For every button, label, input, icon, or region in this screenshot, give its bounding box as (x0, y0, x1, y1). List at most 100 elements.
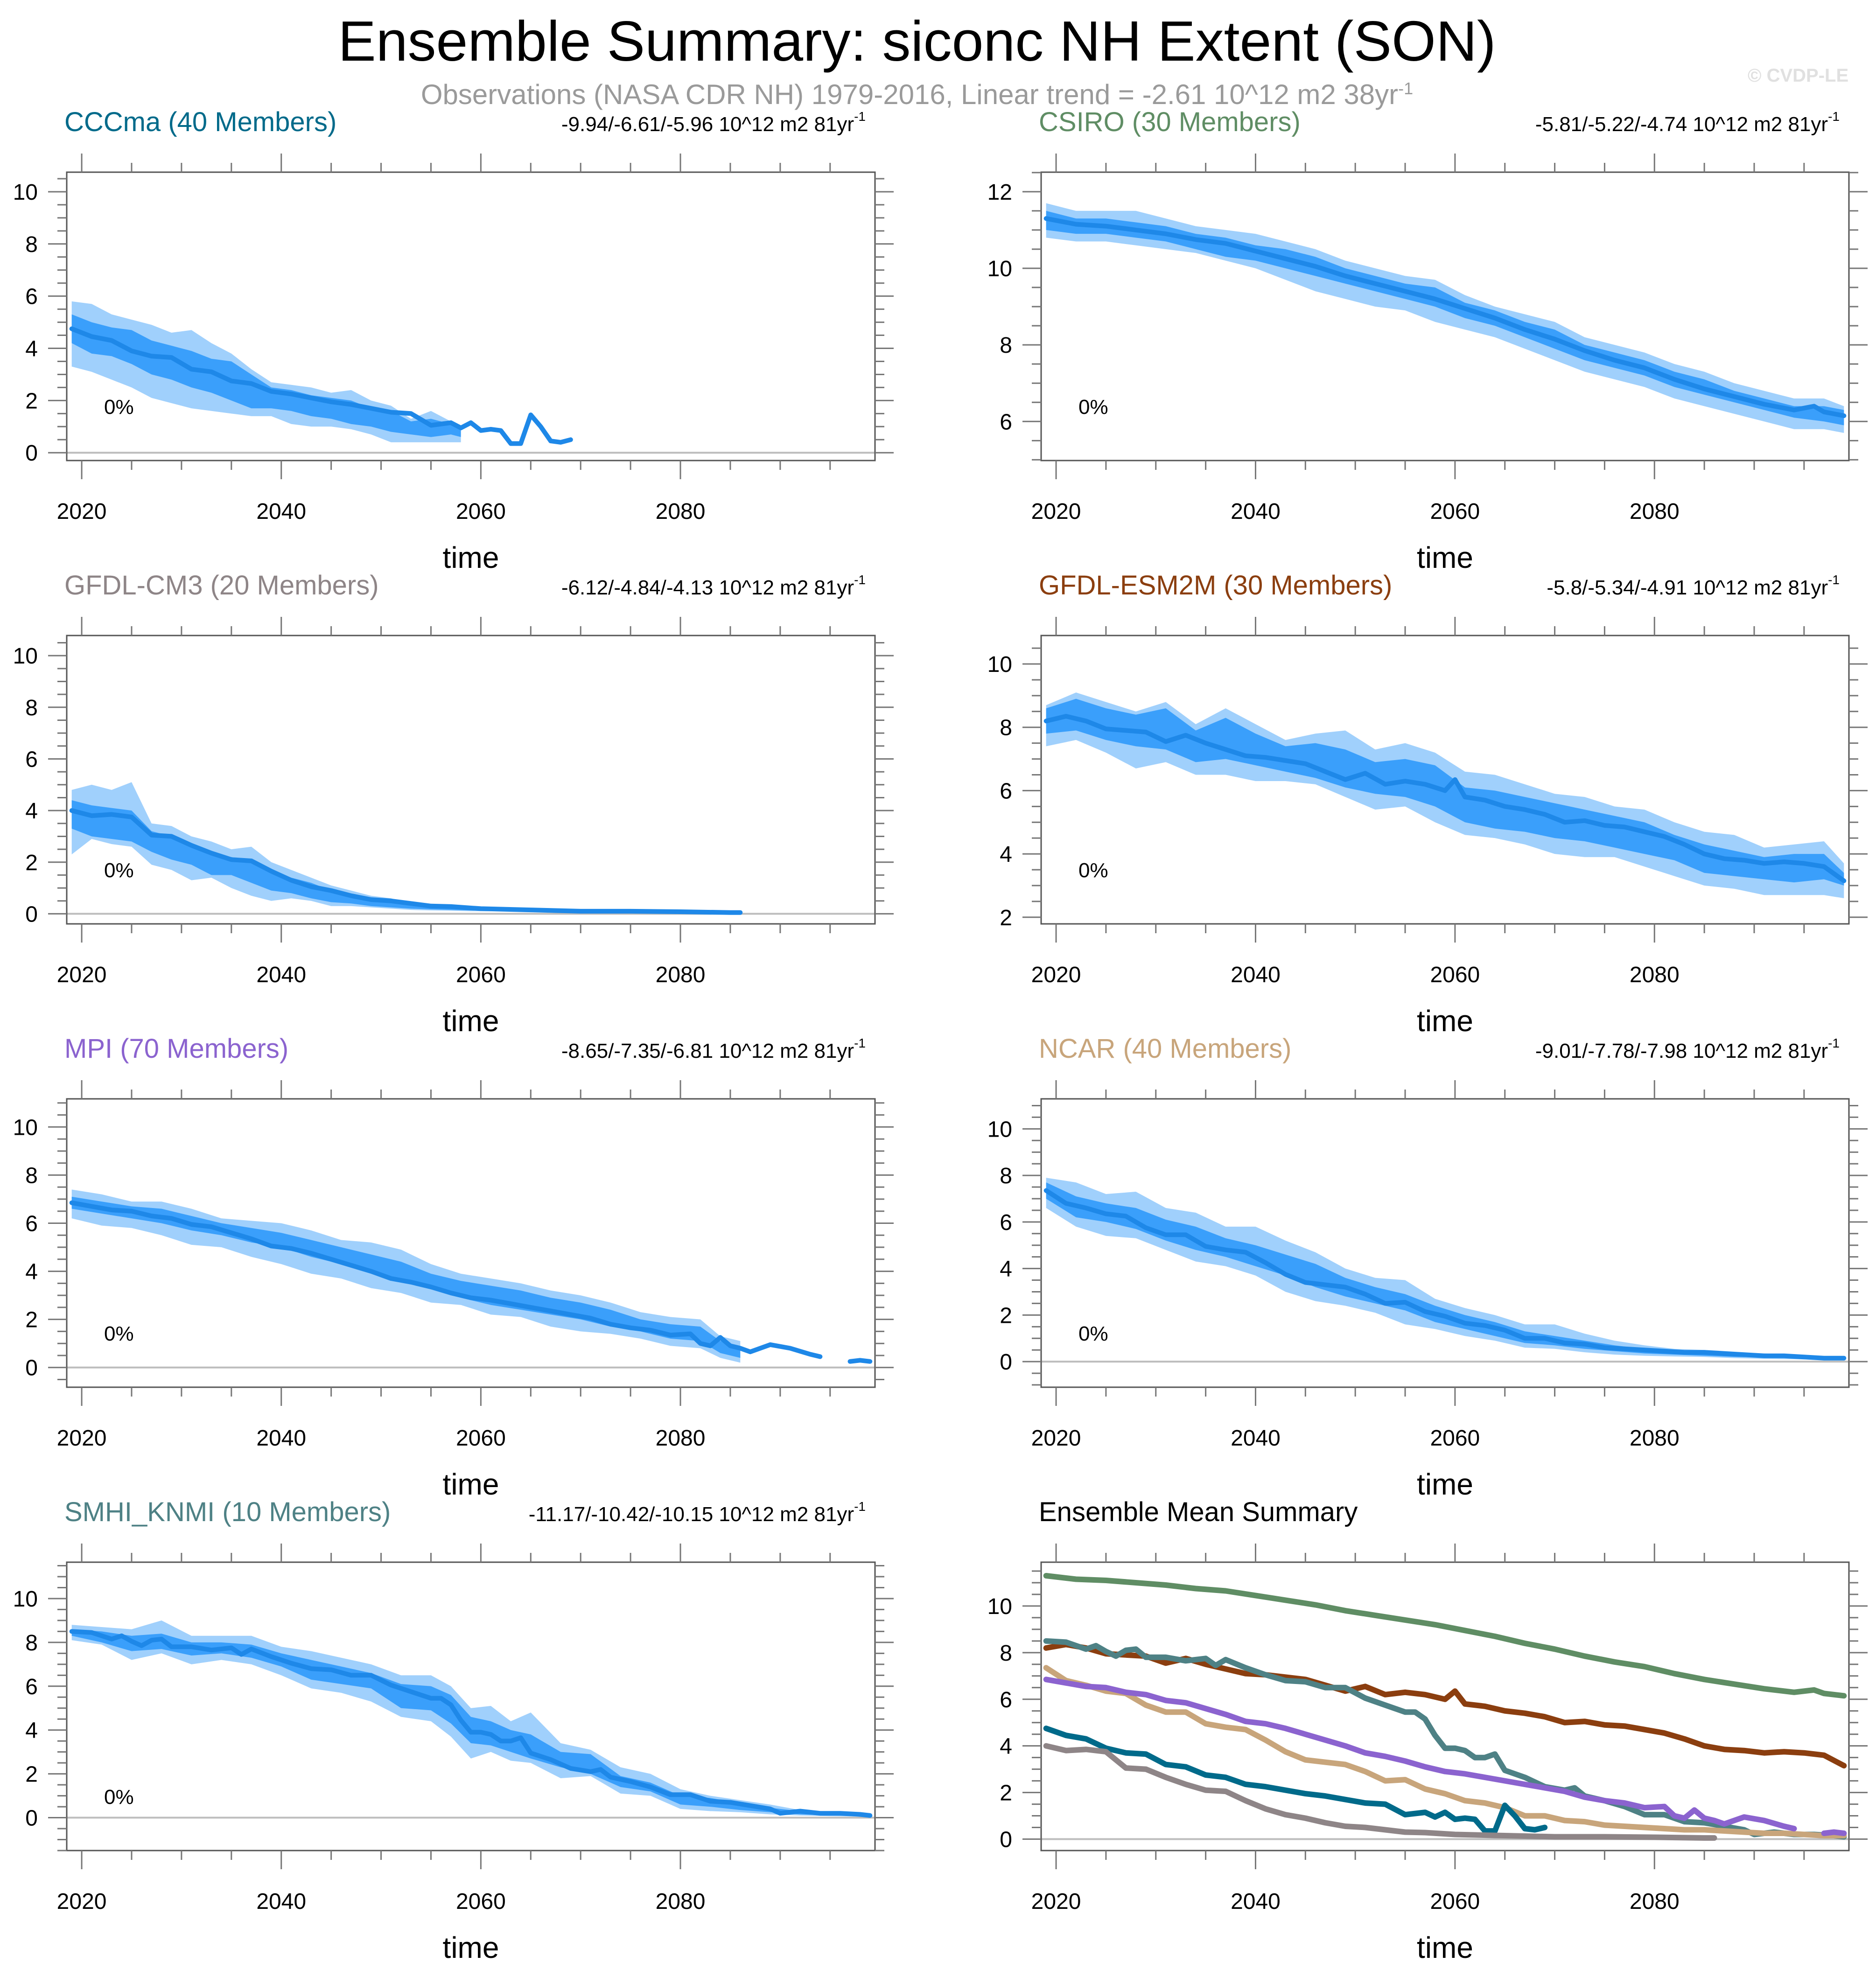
y-tick-label: 6 (25, 285, 38, 309)
ensemble-mean-line (1043, 714, 1847, 883)
y-tick-label: 4 (1000, 1734, 1012, 1759)
plot-frame (66, 1561, 876, 1851)
trend-superscript: -1 (854, 109, 866, 124)
y-tick-label: 6 (1000, 779, 1012, 803)
panel-trend: -5.81/-5.22/-4.74 10^12 m2 81yr-1 (1535, 109, 1840, 136)
figure-title: Ensemble Summary: siconc NH Extent (SON) (338, 9, 1496, 73)
x-tick-label: 2060 (1430, 1889, 1480, 1914)
panel-trend: -9.94/-6.61/-5.96 10^12 m2 81yr-1 (561, 109, 866, 136)
x-tick-label: 2080 (656, 963, 706, 987)
x-axis-label: time (1417, 541, 1473, 574)
y-tick-label: 4 (1000, 1257, 1012, 1282)
trend-value: -9.94/-6.61/-5.96 10^12 m2 81yr (561, 113, 854, 136)
inner-spread-band (71, 1629, 870, 1816)
x-tick-label: 2060 (1430, 963, 1480, 987)
y-tick-label: 2 (1000, 1303, 1012, 1328)
trend-value: -9.01/-7.78/-7.98 10^12 m2 81yr (1535, 1040, 1828, 1062)
x-axis-label: time (1417, 1004, 1473, 1038)
x-tick-label: 2020 (57, 1426, 107, 1451)
x-axis-label: time (443, 1467, 499, 1501)
y-tick-label: 2 (25, 851, 38, 875)
x-tick-label: 2060 (456, 963, 506, 987)
x-tick-label: 2040 (256, 499, 306, 524)
x-tick-label: 2020 (57, 1889, 107, 1914)
trend-superscript: -1 (854, 1036, 866, 1050)
y-tick-label: 8 (1000, 1164, 1012, 1188)
y-tick-label: 8 (1000, 716, 1012, 741)
x-tick-label: 2080 (656, 1889, 706, 1914)
percent-annotation: 0% (1078, 1322, 1108, 1345)
inner-spread-band (1046, 210, 1844, 426)
subtitle-superscript: -1 (1398, 79, 1414, 98)
y-tick-label: 4 (25, 799, 38, 824)
plot-frame (66, 171, 876, 461)
panel-title: SMHI_KNMI (10 Members) (64, 1497, 391, 1527)
x-tick-label: 2040 (256, 963, 306, 987)
x-tick-label: 2040 (1231, 1426, 1281, 1451)
ensemble-mean-line (69, 1629, 873, 1818)
percent-annotation: 0% (104, 1322, 134, 1345)
x-tick-label: 2060 (456, 1426, 506, 1451)
y-tick-label: 10 (987, 257, 1012, 281)
x-tick-label: 2060 (1430, 499, 1480, 524)
y-tick-label: 2 (25, 1308, 38, 1333)
plot-frame (66, 1098, 876, 1388)
panel-csiro: CSIRO (30 Members) -5.81/-5.22/-4.74 10^1… (987, 107, 1868, 574)
y-tick-label: 10 (987, 1594, 1012, 1619)
y-tick-label: 4 (1000, 842, 1012, 867)
ensemble-mean-line (69, 1200, 823, 1359)
trend-superscript: -1 (854, 573, 866, 587)
trend-value: -11.17/-10.42/-10.15 10^12 m2 81yr (529, 1503, 854, 1526)
trend-superscript: -1 (1828, 1036, 1840, 1050)
panel-title: GFDL-ESM2M (30 Members) (1039, 570, 1392, 601)
y-tick-label: 6 (1000, 410, 1012, 434)
x-tick-label: 2020 (57, 963, 107, 987)
trend-superscript: -1 (854, 1499, 866, 1514)
panel-trend: -8.65/-7.35/-6.81 10^12 m2 81yr-1 (561, 1036, 866, 1062)
plot-frame (66, 635, 876, 925)
y-tick-label: 8 (25, 1631, 38, 1656)
x-tick-label: 2060 (456, 1889, 506, 1914)
series-line-smhi_knmi (1043, 1638, 1847, 1840)
y-tick-label: 2 (1000, 906, 1012, 930)
x-tick-label: 2020 (1031, 963, 1081, 987)
trend-value: -8.65/-7.35/-6.81 10^12 m2 81yr (561, 1040, 854, 1062)
x-tick-label: 2060 (1430, 1426, 1480, 1451)
y-tick-label: 2 (1000, 1781, 1012, 1806)
x-axis-label: time (1417, 1931, 1473, 1964)
subtitle-text: Observations (NASA CDR NH) 1979-2016, Li… (420, 79, 1399, 110)
y-tick-label: 8 (1000, 1641, 1012, 1666)
panel-title: CSIRO (30 Members) (1039, 107, 1301, 137)
x-tick-label: 2080 (656, 1426, 706, 1451)
x-tick-label: 2040 (1231, 499, 1281, 524)
trend-value: -6.12/-4.84/-4.13 10^12 m2 81yr (561, 576, 854, 599)
panel-gfdl-cm3: GFDL-CM3 (20 Members) -6.12/-4.84/-4.13 1… (13, 570, 894, 1038)
ensemble-mean-line (69, 326, 573, 446)
panel-title: NCAR (40 Members) (1039, 1034, 1291, 1064)
panel-mpi: MPI (70 Members) -8.65/-7.35/-6.81 10^12 … (13, 1034, 894, 1501)
panel-title: MPI (70 Members) (64, 1034, 288, 1064)
inner-spread-band (1046, 1182, 1844, 1360)
x-tick-label: 2080 (1630, 963, 1680, 987)
trend-value: -5.81/-5.22/-4.74 10^12 m2 81yr (1535, 113, 1828, 136)
panel-ensemble-mean-summary: Ensemble Mean Summary 2020 2040 2060 2080 tim… (987, 1497, 1868, 1964)
y-tick-label: 10 (13, 180, 38, 205)
panel-trend: -9.01/-7.78/-7.98 10^12 m2 81yr-1 (1535, 1036, 1840, 1062)
x-tick-label: 2060 (456, 499, 506, 524)
x-tick-label: 2020 (1031, 1889, 1081, 1914)
x-tick-label: 2080 (1630, 499, 1680, 524)
y-tick-label: 6 (25, 747, 38, 772)
y-tick-label: 6 (1000, 1688, 1012, 1712)
ensemble-mean-line (69, 808, 743, 915)
x-tick-label: 2020 (1031, 499, 1081, 524)
x-axis-label: time (443, 541, 499, 574)
series-line-csiro (1043, 1573, 1847, 1699)
x-tick-label: 2080 (1630, 1426, 1680, 1451)
series-line-mpi (1821, 1829, 1847, 1836)
y-tick-label: 0 (1000, 1350, 1012, 1375)
y-tick-label: 10 (13, 1587, 38, 1612)
plot-frame (1040, 171, 1850, 461)
percent-annotation: 0% (104, 859, 134, 882)
panel-smhi-knmi: SMHI_KNMI (10 Members) -11.17/-10.42/-10.… (13, 1497, 894, 1964)
ensemble-mean-line (1043, 216, 1847, 418)
